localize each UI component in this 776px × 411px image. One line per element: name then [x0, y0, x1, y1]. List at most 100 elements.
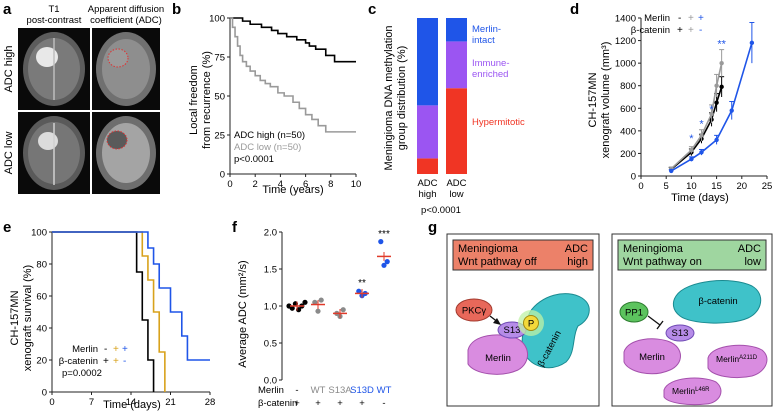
f-cat-merlin-3: S13D — [350, 385, 374, 396]
g-left-merlin: Merlin — [485, 353, 511, 364]
e-key-merlin: Merlin — [72, 344, 98, 355]
e-xtick-3: 21 — [165, 397, 176, 408]
a-row1-label: ADC high — [3, 45, 15, 92]
c-cat-1-b: low — [449, 189, 463, 200]
svg-text:-: - — [123, 356, 126, 367]
c-legend-immune-2: enriched — [472, 69, 508, 80]
c-bar-1-2 — [446, 18, 467, 41]
e-ytick-5: 100 — [31, 228, 47, 239]
d-ytick-4: 800 — [620, 81, 636, 92]
d-point-1-4 — [714, 84, 718, 88]
b-legend-high: ADC high (n=50) — [234, 130, 305, 141]
a-col2-title-line1: Apparent diffusion — [88, 4, 164, 15]
c-pvalue: p<0.0001 — [421, 205, 461, 216]
f-cat-merlin-0: - — [295, 385, 298, 396]
d-ytick-6: 1200 — [615, 36, 636, 47]
g-left-title1: Meningioma — [458, 243, 519, 255]
c-bar-1-1 — [446, 41, 467, 88]
a-row2-label: ADC low — [3, 132, 15, 175]
svg-text:+: + — [113, 356, 119, 367]
d-point-2-0 — [669, 169, 673, 173]
f-point-1-1 — [315, 309, 320, 314]
g-right-title1: Meningioma — [623, 243, 684, 255]
svg-text:+: + — [122, 344, 128, 355]
f-star-1: *** — [378, 229, 390, 240]
panel-d-label: d — [570, 1, 579, 18]
g-right-pp1: PP1 — [625, 308, 643, 319]
c-ylabel-line1: Meningioma DNA methylation — [383, 26, 395, 171]
g-right-s13: S13 — [672, 328, 689, 339]
f-cat-merlin-1: WT — [311, 385, 326, 396]
g-left-pkc: PKCγ — [462, 306, 487, 317]
g-left-box: Meningioma Wnt pathway off ADC high β-ca… — [447, 234, 599, 406]
b-ytick-2: 50 — [214, 92, 225, 103]
b-xlabel: Time (years) — [262, 184, 323, 196]
d-ytick-3: 600 — [620, 104, 636, 115]
mri-adc-adc-high — [92, 28, 160, 110]
d-ylabel-line2: xenograft volume (mm³) — [600, 42, 612, 159]
b-xtick-1: 2 — [253, 179, 258, 190]
d-ytick-1: 200 — [620, 149, 636, 160]
e-ytick-2: 40 — [36, 324, 47, 335]
c-cat-0-a: ADC — [417, 178, 437, 189]
panel-g-label: g — [428, 219, 437, 236]
svg-text:-: - — [699, 25, 702, 36]
d-point-1-5 — [719, 61, 723, 65]
f-ytick-3: 1.5 — [264, 265, 277, 276]
f-cat-catenin-1: + — [315, 398, 321, 409]
c-legend-merlin-2: intact — [472, 35, 495, 46]
d-point-1-2 — [699, 133, 703, 137]
chart-c: ADChighADClow — [417, 18, 467, 200]
mri-t1-adc-high — [18, 28, 90, 110]
g-left-title2: Wnt pathway off — [458, 256, 538, 268]
g-right-adc2: low — [744, 256, 761, 268]
f-point-2-2 — [341, 307, 346, 312]
f-cat-catenin-4: - — [382, 398, 385, 409]
g-right-bcatenin: β-catenin — [698, 296, 737, 307]
f-star-0: ** — [358, 278, 366, 289]
svg-text:+: + — [688, 25, 694, 36]
panel-e-label: e — [3, 219, 11, 236]
b-xtick-5: 10 — [351, 179, 362, 190]
d-point-1-1 — [689, 148, 693, 152]
e-series-2 — [52, 232, 210, 360]
e-xtick-1: 7 — [89, 397, 94, 408]
c-bar-0-0 — [417, 158, 438, 174]
figure: a T1 post-contrast Apparent diffusion co… — [0, 0, 776, 411]
b-ytick-1: 25 — [214, 131, 225, 142]
f-point-1-2 — [319, 297, 324, 302]
e-ytick-1: 20 — [36, 356, 47, 367]
panel-c-label: c — [368, 1, 376, 18]
e-key-catenin: β-catenin — [59, 356, 98, 367]
f-ytick-1: 0.5 — [264, 339, 277, 350]
b-pvalue: p<0.0001 — [234, 154, 274, 165]
g-left-p: P — [528, 319, 534, 330]
d-star-3: ** — [717, 38, 726, 50]
c-ylabel-line2: group distribution (%) — [396, 46, 408, 151]
d-point-2-1 — [689, 157, 693, 161]
d-xtick-4: 20 — [737, 181, 748, 192]
g-right-merlin: Merlin — [639, 352, 665, 363]
f-cat-merlin-2: S13A — [328, 385, 352, 396]
b-legend-low: ADC low (n=50) — [234, 142, 301, 153]
mri-adc-adc-low — [92, 112, 160, 194]
chart-f: 0.00.51.01.52.0-+WT+S13A+S13D+WT-***** — [264, 228, 392, 410]
a-col1-title-line2: post-contrast — [27, 15, 82, 26]
d-point-2-3 — [714, 138, 718, 142]
g-right-title2: Wnt pathway on — [623, 256, 702, 268]
e-ylabel-line1: CH-157MN — [9, 290, 21, 345]
svg-text:+: + — [698, 13, 704, 24]
d-point-2-5 — [750, 41, 754, 45]
d-star-2: * — [709, 104, 714, 116]
b-ytick-3: 75 — [214, 53, 225, 64]
g-left-adc2: high — [567, 256, 588, 268]
b-xtick-0: 0 — [227, 179, 232, 190]
a-col1-title-line1: T1 — [48, 4, 59, 15]
g-left-adc1: ADC — [565, 243, 588, 255]
d-key-signs: - + + + + - — [677, 13, 704, 36]
d-ytick-7: 1400 — [615, 14, 636, 25]
d-xtick-1: 5 — [664, 181, 669, 192]
panel-a-label: a — [3, 1, 12, 18]
b-ylabel-line1: Local freedom — [188, 65, 200, 135]
